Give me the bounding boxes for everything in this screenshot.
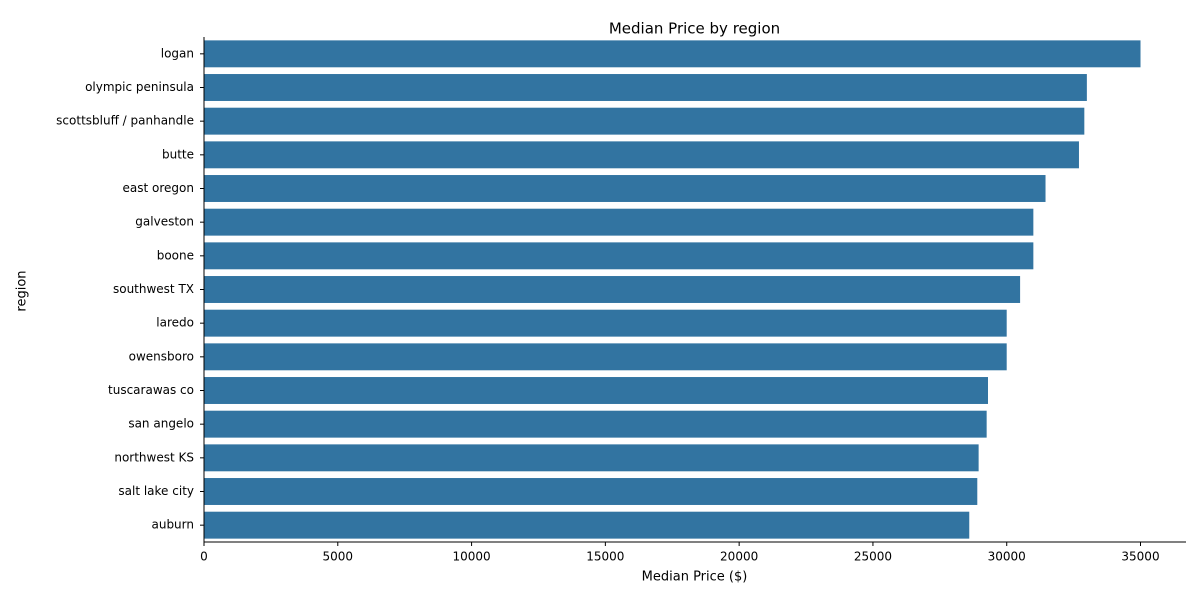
x-tick-label: 25000 [854, 550, 892, 564]
y-tick-label: scottsbluff / panhandle [56, 114, 194, 128]
x-tick-label: 35000 [1121, 550, 1159, 564]
y-tick-label: san angelo [128, 417, 194, 431]
bar [204, 377, 988, 404]
y-axis-label: region [15, 270, 30, 311]
y-tick-label: logan [161, 46, 194, 60]
bar [204, 410, 987, 438]
y-tick-label: tuscarawas co [108, 383, 194, 397]
x-tick-label: 20000 [720, 550, 758, 564]
y-ticks-group: logan olympic peninsula scottsbluff / panh… [56, 46, 204, 532]
y-tick-label: salt lake city [118, 484, 194, 498]
bar [204, 208, 1034, 236]
y-tick-label: northwest KS [114, 450, 194, 464]
bar [204, 107, 1085, 135]
y-tick-label: boone [157, 248, 194, 262]
x-tick-label: 10000 [452, 550, 490, 564]
bar [204, 74, 1087, 101]
y-tick-label: southwest TX [113, 282, 194, 296]
bar [204, 478, 978, 505]
y-tick-label: auburn [151, 518, 194, 532]
bars-group [204, 40, 1141, 539]
bar [204, 40, 1141, 68]
bar [204, 276, 1021, 303]
bar [204, 175, 1046, 202]
x-tick-label: 5000 [323, 550, 354, 564]
x-tick-label: 0 [200, 550, 208, 564]
y-tick-label: laredo [156, 316, 194, 330]
y-tick-label: olympic peninsula [85, 80, 194, 94]
y-tick-label: owensboro [129, 349, 194, 363]
bar [204, 309, 1007, 337]
y-tick-label: butte [162, 147, 194, 161]
x-axis-label: Median Price ($) [642, 570, 748, 585]
bar [204, 141, 1079, 169]
chart-title: Median Price by region [609, 20, 780, 38]
bar [204, 242, 1034, 270]
bar [204, 343, 1007, 371]
bar [204, 444, 979, 472]
x-tick-label: 15000 [586, 550, 624, 564]
y-tick-label: galveston [135, 215, 194, 229]
y-tick-label: east oregon [123, 181, 194, 195]
x-tick-label: 30000 [988, 550, 1026, 564]
bar [204, 511, 970, 539]
x-ticks-group: 0 5000 10000 15000 20000 25000 30000 35000 [200, 542, 1160, 564]
